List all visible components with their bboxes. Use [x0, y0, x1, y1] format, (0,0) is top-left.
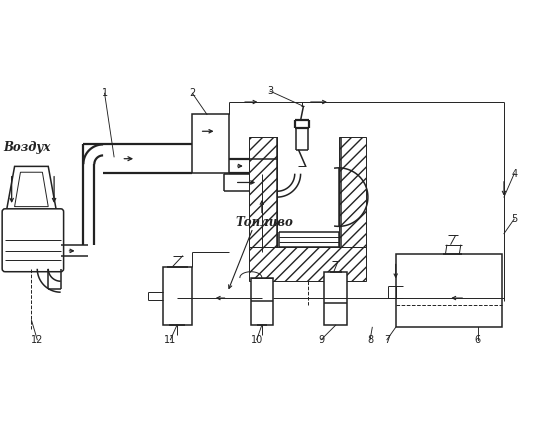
- Bar: [395, 254, 502, 327]
- Bar: [339, 137, 366, 247]
- Text: 7: 7: [384, 335, 390, 345]
- Text: 5: 5: [511, 214, 518, 224]
- Bar: [192, 114, 229, 173]
- Text: Воздух: Воздух: [4, 141, 51, 154]
- Text: 2: 2: [189, 88, 195, 98]
- Text: 12: 12: [31, 335, 43, 345]
- Text: Топливо: Топливо: [235, 216, 293, 229]
- Bar: [324, 273, 348, 325]
- Text: 6: 6: [475, 335, 481, 345]
- Bar: [249, 137, 277, 247]
- Text: 10: 10: [251, 335, 263, 345]
- Text: 3: 3: [267, 86, 273, 96]
- FancyBboxPatch shape: [2, 209, 64, 272]
- Text: 8: 8: [367, 335, 373, 345]
- Text: 4: 4: [511, 169, 517, 179]
- Bar: [249, 247, 366, 281]
- Text: 11: 11: [164, 335, 177, 345]
- Text: 1: 1: [102, 88, 108, 98]
- Bar: [251, 278, 273, 325]
- Bar: [163, 267, 192, 325]
- Text: 9: 9: [318, 335, 324, 345]
